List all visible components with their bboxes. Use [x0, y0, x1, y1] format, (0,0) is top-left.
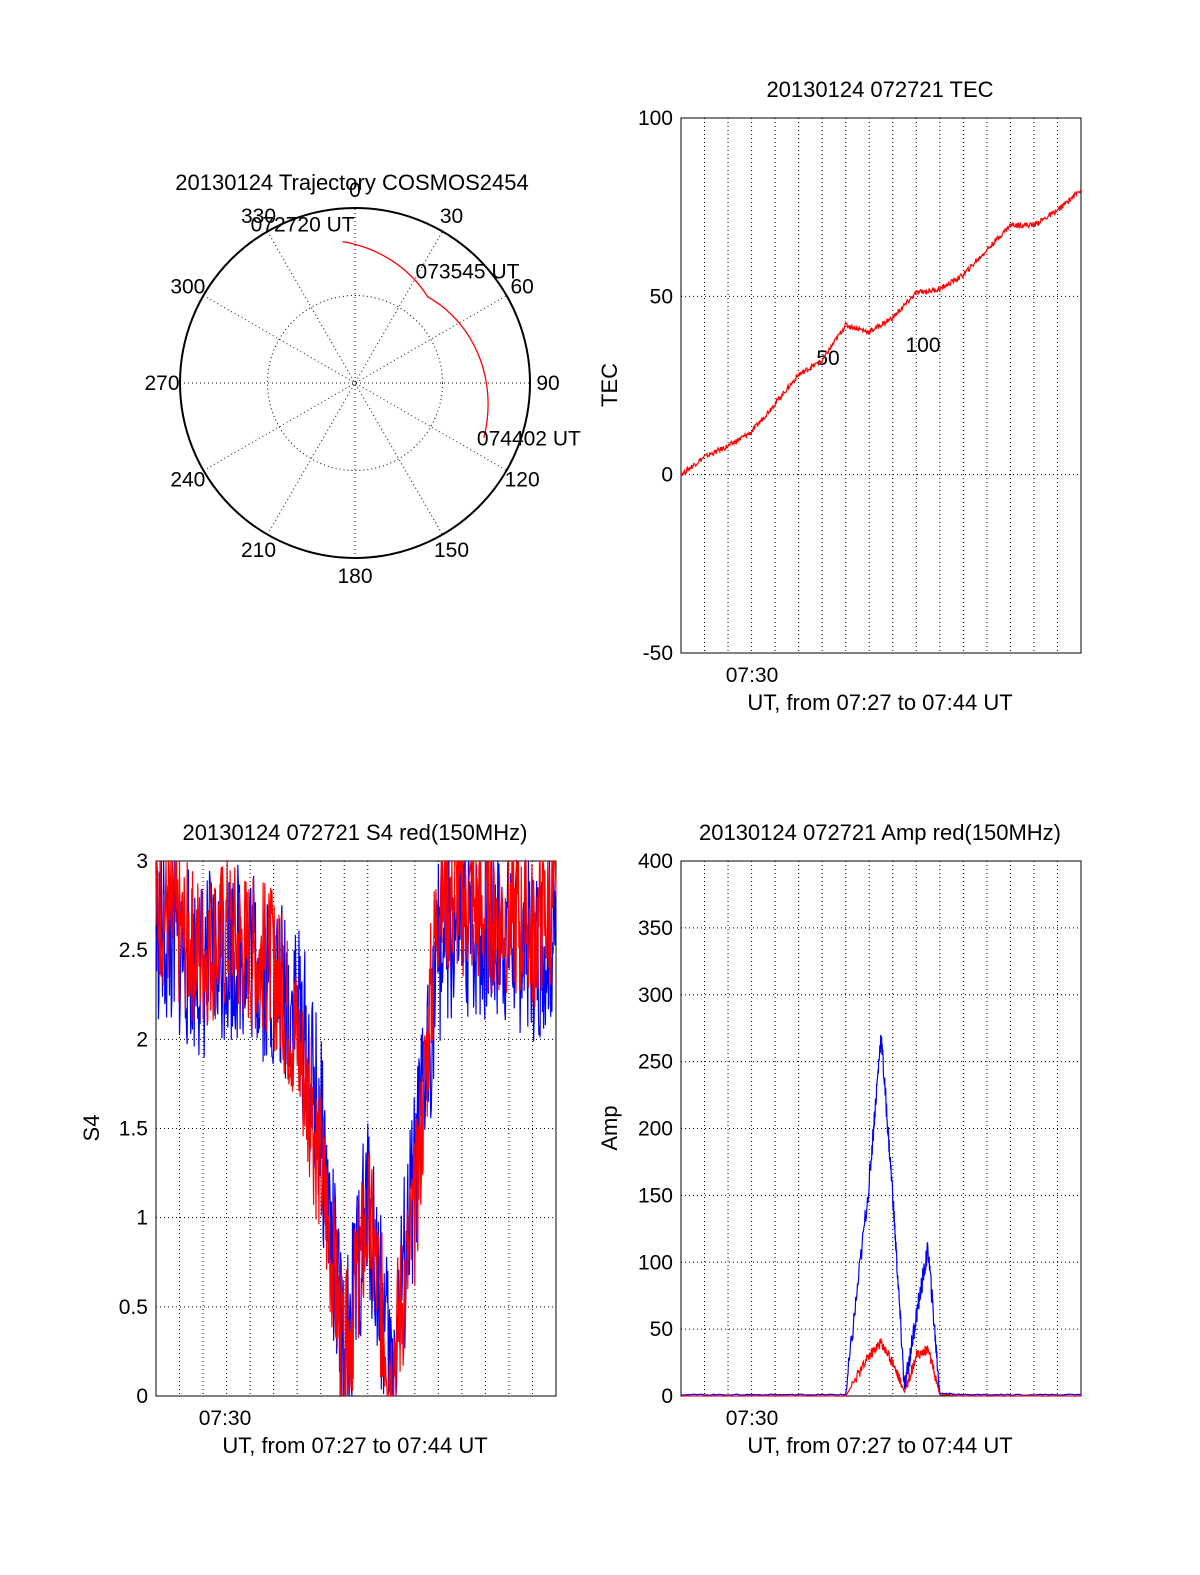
- plot-frame: [680, 860, 1082, 1397]
- polar-azimuth-label: 120: [505, 469, 540, 492]
- polar-azimuth-label: 150: [434, 539, 469, 562]
- y-tick-label: 250: [638, 1051, 673, 1074]
- polar-azimuth-label: 180: [337, 565, 372, 588]
- polar-azimuth-label: 330: [241, 205, 276, 228]
- polar-grid-ring: [267, 295, 443, 471]
- y-tick-label: 0.5: [119, 1296, 148, 1319]
- y-tick-label: 50: [650, 285, 673, 308]
- polar-azimuth-label: 210: [241, 539, 276, 562]
- y-tick-label: 100: [638, 1251, 673, 1274]
- trajectory-line: [342, 240, 489, 438]
- trajectory-time-label: 072720 UT: [251, 214, 355, 237]
- polar-azimuth-label: 270: [144, 372, 179, 395]
- polar-elevation-label: 100: [905, 334, 940, 357]
- series-line: [680, 188, 1082, 478]
- trajectory-time-label: 074402 UT: [477, 428, 581, 451]
- polar-trajectory-panel: 20130124 Trajectory COSMOS2454 0 30 60 90 12…: [144, 170, 940, 588]
- polar-azimuth-label: 90: [536, 372, 559, 395]
- y-tick-label: 100: [638, 107, 673, 130]
- tec-xlabel: UT, from 07:27 to 07:44 UT: [747, 690, 1012, 715]
- y-tick-label: 150: [638, 1184, 673, 1207]
- plot-frame: [680, 117, 1082, 654]
- polar-azimuth-label: 300: [170, 276, 205, 299]
- polar-azimuth-label: 0: [349, 179, 361, 202]
- s4-ylabel: S4: [79, 1115, 104, 1142]
- polar-title: 20130124 Trajectory COSMOS2454: [175, 170, 528, 195]
- polar-azimuth-label: 30: [440, 205, 463, 228]
- s4-title: 20130124 072721 S4 red(150MHz): [183, 820, 528, 845]
- y-tick-label: 0: [661, 1385, 673, 1408]
- y-tick-label: 400: [638, 850, 673, 873]
- y-tick-label: 300: [638, 984, 673, 1007]
- s4-xlabel: UT, from 07:27 to 07:44 UT: [222, 1433, 487, 1458]
- series-line: [681, 1338, 1081, 1397]
- polar-azimuth-label: 240: [170, 469, 205, 492]
- tec-ylabel: TEC: [597, 363, 622, 407]
- y-tick-label: -50: [643, 642, 673, 665]
- tec-panel: 20130124 072721 TEC UT, from 07:27 to 07…: [597, 77, 1082, 715]
- y-tick-label: 0: [661, 464, 673, 487]
- y-tick-label: 0: [136, 1385, 148, 1408]
- amp-x-tick-label: 07:30: [726, 1407, 779, 1430]
- series-line: [680, 1034, 1082, 1396]
- s4-x-tick-label: 07:30: [199, 1407, 252, 1430]
- amp-panel: 20130124 072721 Amp red(150MHz) UT, from…: [597, 820, 1082, 1458]
- amp-xlabel: UT, from 07:27 to 07:44 UT: [747, 1433, 1012, 1458]
- y-tick-label: 2.5: [119, 939, 148, 962]
- amp-title: 20130124 072721 Amp red(150MHz): [699, 820, 1061, 845]
- plot-frame: [155, 860, 557, 1397]
- y-tick-label: 1.5: [119, 1118, 148, 1141]
- trajectory-time-label: 073545 UT: [416, 261, 520, 284]
- polar-azimuth-label: 60: [510, 276, 533, 299]
- y-tick-label: 50: [650, 1318, 673, 1341]
- y-tick-label: 350: [638, 917, 673, 940]
- series-line: [155, 860, 557, 1398]
- y-tick-label: 2: [136, 1028, 148, 1051]
- y-tick-label: 200: [638, 1118, 673, 1141]
- amp-ylabel: Amp: [597, 1105, 622, 1150]
- tec-title: 20130124 072721 TEC: [766, 77, 993, 102]
- polar-elevation-label: 50: [816, 347, 839, 370]
- y-tick-label: 3: [136, 850, 148, 873]
- tec-x-tick-label: 07:30: [726, 664, 779, 687]
- y-tick-label: 1: [136, 1207, 148, 1230]
- s4-panel: 20130124 072721 S4 red(150MHz) UT, from …: [79, 820, 557, 1458]
